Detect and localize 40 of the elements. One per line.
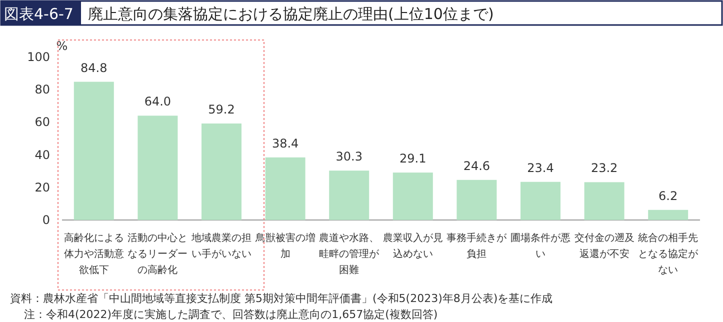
bar (456, 180, 497, 220)
y-tick-label: 0 (42, 213, 50, 227)
bar (584, 182, 624, 220)
data-label: 30.3 (336, 150, 362, 164)
data-label: 84.8 (80, 60, 108, 75)
bar (520, 182, 560, 220)
text: 注：令和4(2022)年度に実施した調査で、回答数は廃止意向の1,657協定(複数回答) (24, 308, 438, 321)
data-label: 64.0 (144, 94, 172, 109)
x-tick-label: 農道や水路、畦畔の管理が困難 (319, 232, 380, 276)
x-tick-label: 交付金の遡及返還が不安 (574, 232, 634, 260)
text: 図表4-6-7 (4, 5, 74, 23)
x-tick-label: 地域農業の担い手がいない (190, 232, 252, 260)
x-tick-label: 高齢化による体力や活動意欲低下 (64, 232, 124, 276)
x-tick-label: 圃場条件が悪い (510, 232, 570, 260)
data-label: 59.2 (208, 102, 235, 117)
data-label: 23.4 (527, 160, 554, 175)
data-label: 6.2 (658, 188, 678, 203)
bar (138, 116, 178, 220)
text: 資料：農林水産省「中山間地域等直接支払制度 第5期対策中間年評価書」(令和5(2023)年8月公表)を基に作成 (10, 292, 553, 305)
chart-title: 廃止意向の集落協定における協定廃止の理由(上位10位まで) (88, 5, 494, 23)
y-axis-title: % (56, 39, 68, 53)
bar (329, 170, 370, 220)
bar (202, 124, 242, 220)
bar (265, 157, 306, 220)
data-label: 38.4 (272, 136, 299, 150)
data-label: 23.2 (590, 161, 618, 176)
x-tick-label: 活動の中心となるリーダーの高齢化 (128, 232, 188, 276)
bar (392, 172, 433, 220)
y-tick-label: 80 (34, 82, 50, 97)
y-tick-label: 100 (27, 50, 50, 64)
x-tick-label: 統合の相手先となる協定がない (638, 232, 700, 276)
data-label: 24.6 (463, 158, 490, 173)
bar (648, 210, 688, 220)
x-tick-label: 農業収入が見込めない (382, 232, 443, 260)
x-tick-label: 事務手続きが負担 (446, 232, 508, 260)
data-label: 29.1 (400, 152, 426, 166)
y-tick-label: 60 (34, 115, 50, 130)
y-tick-label: 40 (34, 148, 50, 162)
y-tick-label: 20 (34, 180, 50, 194)
bar (74, 82, 114, 220)
